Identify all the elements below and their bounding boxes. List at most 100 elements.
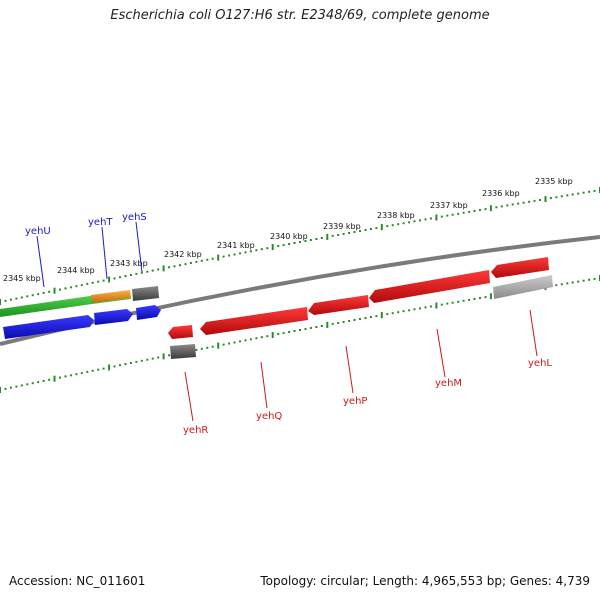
gene-label-yehT[interactable]: yehT: [88, 217, 113, 228]
scale-tick-major: [435, 214, 438, 221]
scale-label: 2345 kbp: [3, 274, 41, 283]
scale-tick-major: [217, 342, 220, 349]
cds-arrow-yehQ[interactable]: [200, 307, 308, 335]
scale-tick-minor: [440, 215, 443, 218]
scale-tick-minor: [571, 281, 574, 284]
scale-tick-major: [53, 375, 56, 382]
scale-tick-minor: [533, 199, 536, 202]
scale-tick-minor: [364, 229, 367, 231]
gray-feature-yehL[interactable]: [493, 275, 553, 299]
scale-tick-minor: [479, 297, 481, 299]
scale-tick-minor: [517, 202, 520, 205]
scale-tick-minor: [146, 358, 149, 361]
scale-tick-minor: [157, 356, 160, 359]
genome-title: Escherichia coli O127:H6 str. E2348/69, …: [110, 8, 490, 23]
scale-tick-minor: [146, 270, 149, 273]
scale-tick-minor: [386, 225, 389, 228]
scale-tick-minor: [86, 282, 89, 285]
scale-tick-minor: [331, 322, 334, 325]
outer-scale-track: [0, 187, 600, 305]
scale-tick-minor: [353, 319, 356, 321]
cds-arrow-yehP[interactable]: [308, 295, 369, 315]
scale-tick-minor: [91, 281, 94, 284]
scale-tick-minor: [320, 237, 323, 239]
scale-tick-minor: [391, 312, 394, 315]
scale-tick-minor: [424, 218, 427, 221]
cds-arrow-yehM[interactable]: [369, 270, 490, 303]
gene-label-yehP[interactable]: yehP: [343, 396, 367, 407]
scale-tick-minor: [59, 376, 61, 379]
forward-features: [0, 286, 161, 339]
scale-tick-minor: [277, 333, 280, 336]
scale-tick-minor: [511, 203, 514, 206]
scale-tick-minor: [386, 313, 389, 316]
scale-tick-minor: [582, 279, 585, 282]
cds-arrow-yehT[interactable]: [94, 309, 133, 325]
scale-tick-minor: [528, 200, 531, 203]
gray-feature-yehR[interactable]: [170, 344, 196, 359]
scale-tick-minor: [135, 360, 138, 363]
scale-tick-minor: [102, 367, 105, 370]
scale-tick-major: [326, 321, 329, 328]
scale-tick-minor: [402, 310, 405, 313]
scale-tick-minor: [320, 325, 323, 327]
gene-label-yehQ[interactable]: yehQ: [256, 411, 282, 422]
scale-tick-minor: [86, 370, 89, 373]
scale-tick-minor: [337, 234, 340, 236]
scale-tick-minor: [419, 307, 421, 310]
scale-tick-minor: [539, 199, 541, 201]
scale-tick-minor: [451, 213, 454, 216]
scale-tick-minor: [408, 221, 411, 224]
scale-tick-minor: [80, 284, 83, 287]
scale-tick-minor: [97, 280, 100, 283]
scale-tick-minor: [48, 290, 51, 293]
scale-tick-minor: [304, 240, 307, 242]
accession-text: Accession: NC_011601: [9, 574, 146, 588]
gene-label-yehU[interactable]: yehU: [25, 226, 51, 237]
scale-tick-minor: [135, 272, 138, 275]
scale-tick-minor: [408, 309, 411, 312]
cds-arrow-yehS[interactable]: [136, 305, 161, 320]
cds-arrow-yehL[interactable]: [491, 257, 549, 278]
gene-label-yehR[interactable]: yehR: [183, 425, 208, 436]
scale-tick-minor: [157, 268, 160, 271]
scale-tick-major: [53, 287, 56, 294]
scale-tick-minor: [577, 280, 580, 283]
scale-tick-minor: [288, 243, 291, 245]
gene-label-yehL[interactable]: yehL: [528, 358, 552, 369]
cds-arrow-yehU[interactable]: [3, 315, 94, 339]
scale-tick-minor: [222, 255, 225, 258]
scale-tick-minor: [37, 293, 40, 296]
scale-tick-minor: [549, 197, 552, 200]
scale-label: 2339 kbp: [323, 222, 361, 231]
gray-feature-yehS[interactable]: [132, 286, 159, 301]
scale-tick-minor: [560, 195, 563, 198]
scale-tick-minor: [206, 258, 209, 261]
cds-arrow-yehR[interactable]: [168, 325, 193, 339]
scale-tick-minor: [522, 201, 525, 204]
scale-tick-minor: [468, 210, 471, 213]
scale-tick-minor: [189, 262, 192, 264]
scale-tick-minor: [364, 317, 367, 319]
scale-tick-major: [108, 364, 111, 371]
scale-tick-minor: [37, 381, 40, 384]
scale-tick-minor: [124, 275, 127, 278]
other-feature-yehT[interactable]: [91, 290, 131, 303]
scale-tick-minor: [375, 315, 378, 318]
scale-tick-minor: [484, 208, 487, 211]
scale-tick-major: [326, 233, 329, 240]
scale-tick-minor: [495, 206, 498, 209]
scale-tick-minor: [462, 299, 465, 302]
scale-tick-minor: [282, 244, 285, 247]
gene-label-yehS[interactable]: yehS: [122, 212, 147, 223]
gene-label-yehM[interactable]: yehM: [435, 378, 462, 389]
scale-tick-minor: [375, 227, 378, 230]
scale-tick-minor: [266, 247, 269, 250]
scale-tick-major: [489, 293, 492, 300]
scale-tick-minor: [200, 347, 203, 350]
scale-tick-minor: [566, 282, 569, 285]
scale-tick-minor: [42, 291, 45, 294]
scale-label: 2340 kbp: [270, 232, 308, 241]
scale-tick-minor: [239, 340, 241, 343]
